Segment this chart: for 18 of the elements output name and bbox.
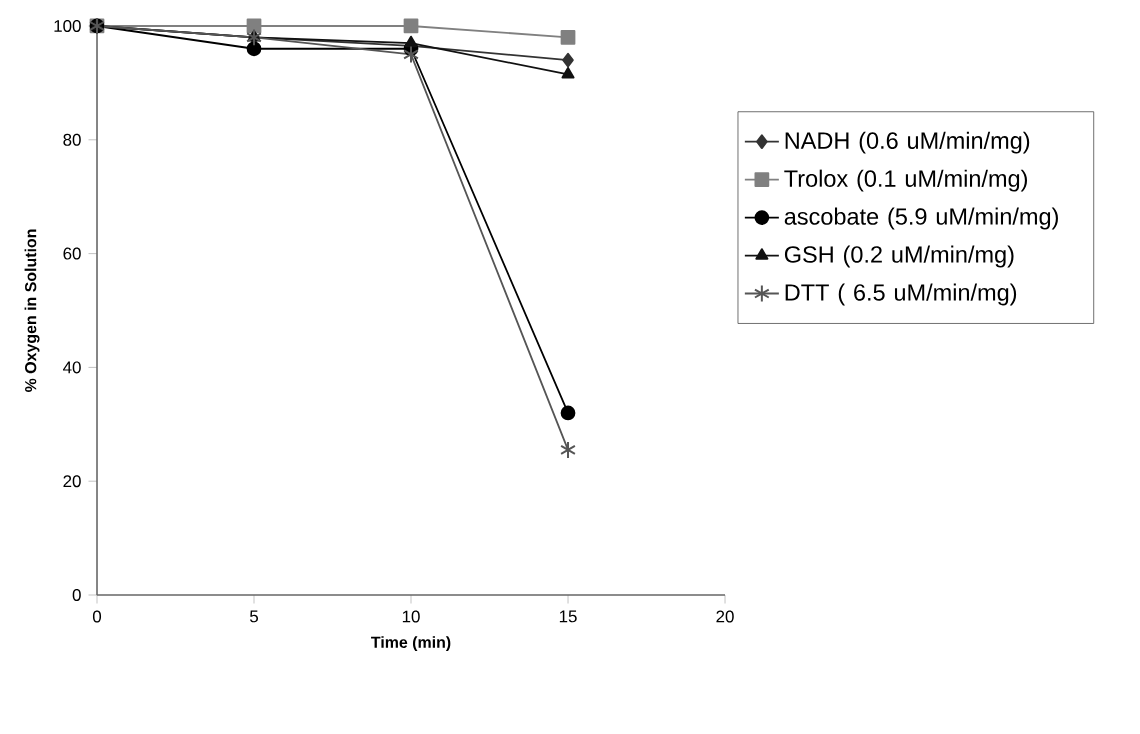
legend-label: NADH (0.6 uM/min/mg) (785, 131, 1030, 154)
x-tick-label: 10 (402, 610, 420, 623)
y-axis-title: % Oxygen in Solution (24, 229, 40, 393)
legend-label: ascobate (5.9 uM/min/mg) (784, 207, 1058, 230)
legend-label: DTT ( 6.5 uM/min/mg) (785, 283, 1017, 306)
y-tick-label: 40 (63, 361, 81, 374)
y-tick-label: 60 (63, 247, 81, 260)
x-tick-label: 0 (92, 610, 102, 623)
x-tick-label: 15 (559, 610, 577, 623)
x-tick-label: 5 (249, 610, 259, 623)
y-tick-label: 0 (72, 589, 81, 601)
y-tick-label: 80 (63, 133, 81, 146)
y-tick-label: 100 (54, 20, 81, 32)
x-axis-title: Time (min) (371, 636, 451, 652)
y-tick-label: 20 (63, 475, 81, 488)
legend-label: GSH (0.2 uM/min/mg) (784, 245, 1014, 268)
legend-label: Trolox (0.1 uM/min/mg) (784, 169, 1028, 192)
x-tick-label: 20 (716, 610, 734, 623)
